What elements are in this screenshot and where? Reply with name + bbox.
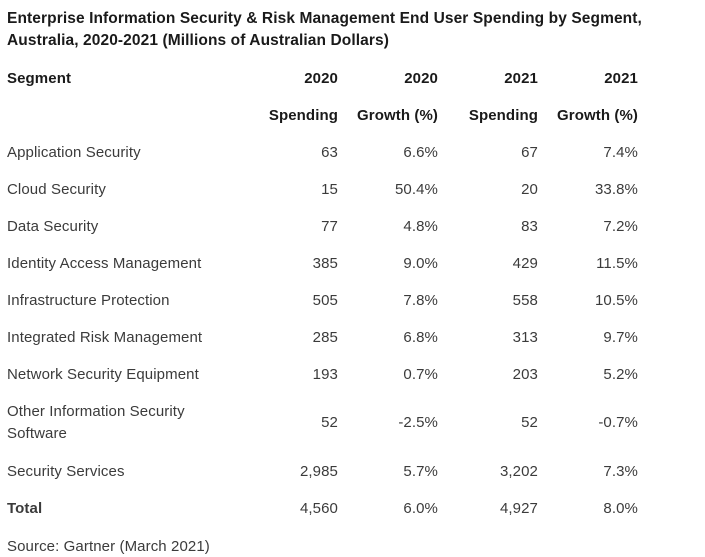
table-row: Cloud Security 15 50.4% 20 33.8% bbox=[7, 171, 638, 208]
header-segment-spacer bbox=[7, 97, 238, 134]
segment-cell: Data Security bbox=[7, 217, 99, 235]
header-metric-spending-2021: Spending bbox=[468, 106, 538, 124]
value-cell: 3,202 bbox=[499, 462, 538, 480]
header-metric-row: Spending Growth (%) Spending Growth (%) bbox=[7, 97, 638, 134]
header-metric-growth-2020: Growth (%) bbox=[357, 106, 438, 124]
header-year-2020-spending: 2020 bbox=[304, 69, 338, 87]
value-cell: 505 bbox=[312, 291, 338, 309]
header-year-2021-spending: 2021 bbox=[504, 69, 538, 87]
spending-table: Segment 2020 2020 2021 2021 Spending Gro… bbox=[7, 60, 638, 527]
table-row: Infrastructure Protection 505 7.8% 558 1… bbox=[7, 282, 638, 319]
table-row: Identity Access Management 385 9.0% 429 … bbox=[7, 245, 638, 282]
value-cell: 63 bbox=[321, 143, 338, 161]
total-label-cell: Total bbox=[7, 499, 43, 517]
header-segment: Segment bbox=[7, 69, 72, 87]
table-row: Data Security 77 4.8% 83 7.2% bbox=[7, 208, 638, 245]
value-cell: -0.7% bbox=[598, 414, 638, 431]
value-cell: 9.0% bbox=[403, 254, 438, 272]
table-row: Security Services 2,985 5.7% 3,202 7.3% bbox=[7, 453, 638, 490]
value-cell: 33.8% bbox=[594, 180, 638, 198]
segment-cell: Other Information Security Software bbox=[7, 403, 185, 442]
segment-cell: Application Security bbox=[7, 143, 141, 161]
value-cell: 7.3% bbox=[603, 462, 638, 480]
segment-cell: Cloud Security bbox=[7, 180, 106, 198]
value-cell: 50.4% bbox=[394, 180, 438, 198]
header-metric-growth-2021: Growth (%) bbox=[557, 106, 638, 124]
value-cell: 5.7% bbox=[403, 462, 438, 480]
value-cell: 429 bbox=[512, 254, 538, 272]
segment-cell: Network Security Equipment bbox=[7, 365, 199, 383]
value-cell: 7.2% bbox=[603, 217, 638, 235]
table-title: Enterprise Information Security & Risk M… bbox=[7, 8, 699, 52]
segment-cell: Integrated Risk Management bbox=[7, 328, 203, 346]
table-row: Network Security Equipment 193 0.7% 203 … bbox=[7, 356, 638, 393]
value-cell: 8.0% bbox=[603, 499, 638, 517]
value-cell: 285 bbox=[312, 328, 338, 346]
value-cell: 7.4% bbox=[603, 143, 638, 161]
value-cell: 4,560 bbox=[299, 499, 338, 517]
value-cell: 385 bbox=[312, 254, 338, 272]
value-cell: 52 bbox=[321, 414, 338, 431]
value-cell: 558 bbox=[512, 291, 538, 309]
value-cell: 7.8% bbox=[403, 291, 438, 309]
header-metric-spending-2020: Spending bbox=[268, 106, 338, 124]
header-year-2021-growth: 2021 bbox=[604, 69, 638, 87]
segment-cell: Security Services bbox=[7, 462, 125, 480]
table-row: Other Information Security Software 52 -… bbox=[7, 393, 638, 453]
total-row: Total 4,560 6.0% 4,927 8.0% bbox=[7, 490, 638, 527]
value-cell: 77 bbox=[321, 217, 338, 235]
value-cell: 2,985 bbox=[299, 462, 338, 480]
value-cell: 6.0% bbox=[403, 499, 438, 517]
value-cell: 6.8% bbox=[403, 328, 438, 346]
value-cell: -2.5% bbox=[398, 414, 438, 431]
value-cell: 52 bbox=[521, 414, 538, 431]
source-note: Source: Gartner (March 2021) bbox=[7, 538, 210, 555]
value-cell: 10.5% bbox=[594, 291, 638, 309]
table-title-line-2: Australia, 2020-2021 (Millions of Austra… bbox=[7, 32, 390, 49]
value-cell: 5.2% bbox=[603, 365, 638, 383]
table-row: Application Security 63 6.6% 67 7.4% bbox=[7, 134, 638, 171]
header-year-2020-growth: 2020 bbox=[404, 69, 438, 87]
value-cell: 9.7% bbox=[603, 328, 638, 346]
value-cell: 15 bbox=[321, 180, 338, 198]
header-year-row: Segment 2020 2020 2021 2021 bbox=[7, 60, 638, 97]
value-cell: 67 bbox=[521, 143, 538, 161]
value-cell: 6.6% bbox=[403, 143, 438, 161]
value-cell: 193 bbox=[312, 365, 338, 383]
value-cell: 20 bbox=[521, 180, 538, 198]
value-cell: 313 bbox=[512, 328, 538, 346]
value-cell: 203 bbox=[512, 365, 538, 383]
value-cell: 4.8% bbox=[403, 217, 438, 235]
value-cell: 0.7% bbox=[403, 365, 438, 383]
segment-cell: Infrastructure Protection bbox=[7, 291, 170, 309]
value-cell: 83 bbox=[521, 217, 538, 235]
value-cell: 4,927 bbox=[499, 499, 538, 517]
table-row: Integrated Risk Management 285 6.8% 313 … bbox=[7, 319, 638, 356]
segment-cell: Identity Access Management bbox=[7, 254, 202, 272]
table-title-line-1: Enterprise Information Security & Risk M… bbox=[7, 10, 642, 27]
value-cell: 11.5% bbox=[596, 254, 638, 272]
